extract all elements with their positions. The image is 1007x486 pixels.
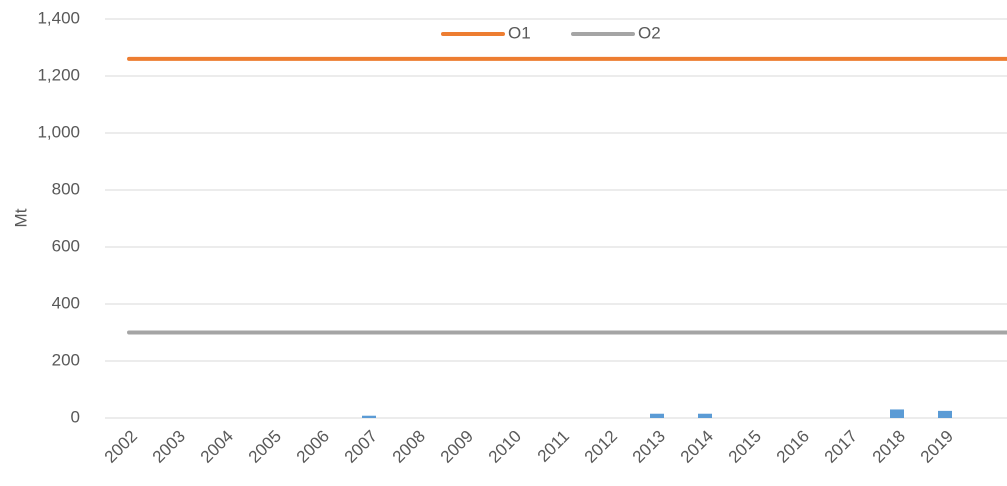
legend-label: O1 (508, 23, 531, 42)
bar (698, 413, 712, 418)
legend-label: O2 (638, 23, 661, 42)
x-tick-label: 2007 (341, 427, 381, 467)
x-tick-label: 2011 (534, 427, 573, 466)
y-tick-label: 0 (71, 407, 80, 426)
x-tick-label: 2003 (149, 427, 189, 467)
x-tick-label: 2006 (293, 427, 333, 467)
y-axis-title: Mt (11, 208, 30, 227)
x-tick-label: 2008 (389, 427, 429, 467)
x-tick-label: 2017 (821, 427, 861, 467)
x-tick-label: 2014 (677, 427, 717, 467)
y-tick-label: 1,400 (37, 8, 80, 27)
y-tick-label: 1,200 (37, 65, 80, 84)
x-tick-label: 2018 (869, 427, 909, 467)
y-tick-label: 400 (52, 293, 80, 312)
x-tick-label: 2015 (725, 427, 765, 467)
x-tick-label: 2016 (773, 427, 813, 467)
x-tick-label: 2012 (581, 427, 621, 467)
y-tick-label: 600 (52, 236, 80, 255)
bar (650, 413, 664, 418)
y-tick-label: 1,000 (37, 122, 80, 141)
y-tick-label: 800 (52, 179, 80, 198)
x-tick-label: 2002 (101, 427, 141, 467)
y-tick-label: 200 (52, 350, 80, 369)
x-tick-label: 2009 (437, 427, 477, 467)
bar (890, 409, 904, 418)
bar (938, 410, 952, 418)
x-tick-label: 2010 (485, 427, 525, 467)
x-tick-label: 2019 (917, 427, 957, 467)
bar (362, 415, 376, 418)
x-tick-label: 2005 (245, 427, 285, 467)
x-tick-label: 2004 (197, 427, 237, 467)
x-tick-label: 2013 (629, 427, 669, 467)
